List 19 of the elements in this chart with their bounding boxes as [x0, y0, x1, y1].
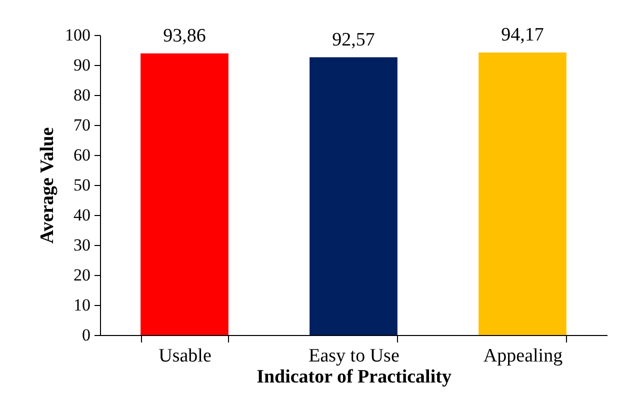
y-tick-label: 40 [74, 206, 90, 224]
y-tick-label: 30 [74, 236, 90, 254]
y-tick-label: 50 [74, 176, 90, 194]
data-label: 94,17 [501, 24, 544, 46]
x-axis-title: Indicator of Practicality [256, 366, 452, 388]
data-label: 92,57 [332, 29, 375, 50]
y-tick-label: 90 [74, 56, 90, 74]
data-label: 93,86 [163, 25, 206, 46]
x-tick-label: Easy to Use [308, 346, 400, 366]
y-axis-title: Average Value [37, 127, 58, 244]
y-tick-label: 10 [74, 296, 90, 314]
x-tick-label: Appealing [483, 346, 564, 366]
y-tick-label: 0 [82, 326, 90, 344]
y-tick-label: 70 [74, 116, 90, 134]
y-tick-label: 80 [74, 86, 90, 104]
y-tick-label: 60 [74, 146, 90, 164]
y-tick-label: 100 [65, 26, 90, 44]
y-tick-label: 20 [74, 266, 90, 284]
x-tick-label: Usable [158, 346, 212, 366]
